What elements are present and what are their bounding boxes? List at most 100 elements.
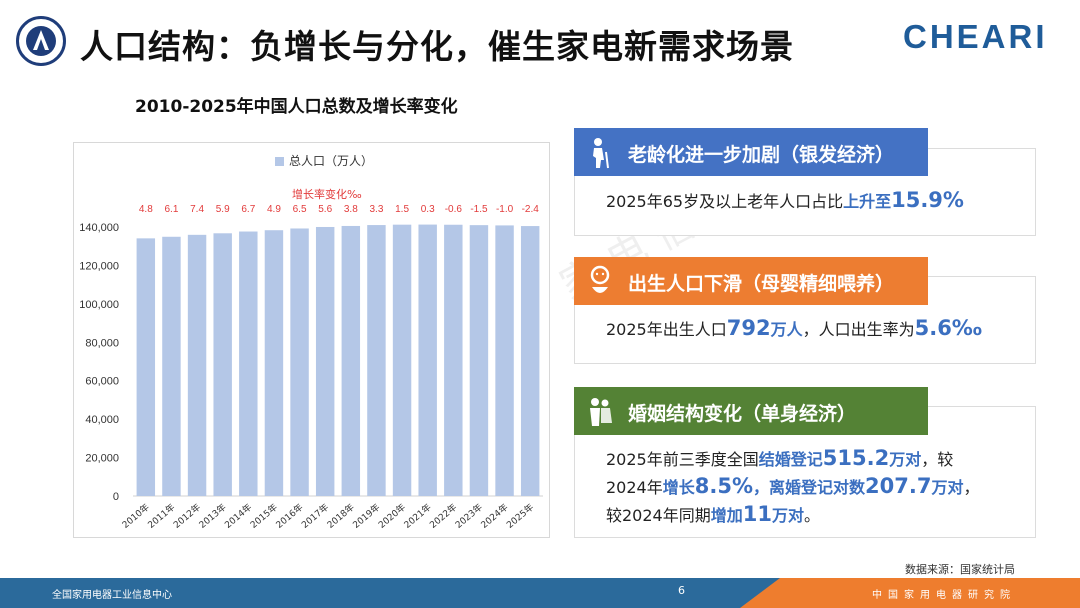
panel-marriage-line2: 2024年增长8.5%，离婚登记对数207.7万对， [606, 472, 979, 502]
bar [495, 225, 514, 496]
y-tick-label: 20,000 [85, 453, 119, 465]
rate-label: 6.1 [164, 204, 178, 215]
x-tick-label: 2014年 [222, 501, 254, 531]
bar [315, 226, 335, 496]
bar [392, 224, 412, 496]
data-source: 数据来源：国家统计局 [905, 563, 1015, 576]
x-tick-label: 2015年 [248, 501, 280, 531]
bar [520, 226, 540, 496]
panel-marriage-line3: 较2024年同期增加11万对。 [606, 500, 820, 530]
footer-institute: 中国家用电器研究院 [872, 590, 1016, 601]
marriage-text-part: 2024年 [606, 478, 663, 497]
marriage-text-part: ，较 [921, 450, 954, 469]
marriage-highlight: 结婚登记 [758, 450, 823, 469]
panel-birth-text: 2025年出生人口792万人，人口出生率为5.6‰ [606, 314, 982, 344]
rate-label: 6.7 [241, 204, 255, 215]
marriage-text-part: ， [963, 478, 980, 497]
marriage-unit: 万对 [889, 450, 922, 469]
rate-label: 4.8 [139, 204, 153, 215]
emblem-icon [16, 16, 66, 66]
y-tick-label: 120,000 [79, 260, 119, 272]
bar [290, 228, 309, 497]
y-tick-label: 60,000 [85, 376, 119, 388]
banner-birth: 出生人口下滑（母婴精细喂养） [574, 257, 928, 305]
x-tick-label: 2010年 [120, 501, 152, 531]
x-tick-label: 2012年 [171, 501, 203, 531]
elderly-person-icon [593, 138, 609, 169]
bar [239, 231, 258, 496]
marriage-growth-value: 8.5% [694, 474, 753, 498]
bar [367, 225, 386, 496]
footer-bar-orange [780, 578, 1080, 608]
rate-label: 4.9 [267, 204, 281, 215]
x-tick-label: 2023年 [453, 501, 485, 531]
rate-title: 增长率变化‰ [292, 188, 362, 201]
birth-value: 792 [726, 316, 771, 340]
chart-legend: 总人口（万人） [275, 152, 373, 169]
banner-aging: 老龄化进一步加剧（银发经济） [574, 128, 928, 176]
banner-marriage: 婚姻结构变化（单身经济） [574, 387, 928, 435]
rate-label: 5.6 [318, 204, 332, 215]
baby-icon [590, 265, 610, 293]
birth-rate-value: 5.6‰ [914, 316, 983, 340]
rate-label: -1.5 [470, 204, 488, 215]
rate-label: 5.9 [216, 204, 230, 215]
birth-text-part: 2025年出生人口 [606, 320, 727, 339]
footer-divider [740, 578, 780, 608]
chart-title: 2010-2025年中国人口总数及增长率变化 [135, 97, 458, 117]
divorce-unit: 万对 [931, 478, 964, 497]
page-number: 6 [678, 584, 685, 597]
aging-highlight: 上升至 [843, 192, 892, 211]
banner-aging-label: 老龄化进一步加剧（银发经济） [628, 144, 895, 166]
banner-birth-label: 出生人口下滑（母婴精细喂养） [628, 273, 895, 295]
x-tick-label: 2018年 [325, 501, 357, 531]
panel-marriage-line1: 2025年前三季度全国结婚登记515.2万对，较 [606, 444, 953, 474]
x-tick-label: 2024年 [478, 501, 510, 531]
aging-value: 15.9% [891, 188, 964, 212]
page-title: 人口结构：负增长与分化，催生家电新需求场景 [80, 27, 794, 66]
y-tick-label: 0 [113, 491, 119, 503]
bar [418, 224, 437, 497]
panel-aging-text: 2025年65岁及以上老年人口占比上升至15.9% [606, 186, 964, 216]
y-tick-label: 80,000 [85, 337, 119, 349]
marriage-text-part: 。 [804, 506, 821, 525]
rate-label: 3.8 [344, 204, 358, 215]
divorce-value: 207.7 [865, 474, 932, 498]
increase-unit: 万对 [771, 506, 804, 525]
marriage-text-part: 较2024年同期 [606, 506, 711, 525]
footer-bar-blue [0, 578, 780, 608]
increase-highlight: 增加 [710, 506, 743, 525]
y-tick-label: 140,000 [79, 222, 119, 234]
population-bar-chart: 0 20,000 40,000 60,000 80,000 100,000 120,000 1… [79, 204, 543, 531]
bar [187, 234, 207, 497]
y-tick-label: 40,000 [85, 414, 119, 426]
divorce-highlight: ，离婚登记对数 [753, 478, 866, 497]
x-tick-label: 2022年 [427, 501, 459, 531]
birth-unit: 万人 [770, 320, 803, 339]
rate-label: 0.3 [421, 204, 435, 215]
bar [264, 230, 284, 496]
legend-label: 总人口（万人） [289, 154, 374, 168]
bar [213, 233, 232, 496]
couple-icon [590, 398, 612, 426]
aging-text-part: 2025年65岁及以上老年人口占比 [606, 192, 844, 211]
bar [136, 238, 156, 496]
banner-marriage-label: 婚姻结构变化（单身经济） [628, 403, 857, 425]
y-tick-label: 100,000 [79, 299, 119, 311]
bar [469, 225, 489, 497]
x-tick-label: 2016年 [273, 501, 305, 531]
x-tick-label: 2013年 [196, 501, 228, 531]
x-tick-label: 2011年 [145, 501, 177, 531]
rate-label: -0.6 [445, 204, 463, 215]
marriage-text-part: 2025年前三季度全国 [606, 450, 759, 469]
x-tick-label: 2017年 [299, 501, 331, 531]
rate-label: 7.4 [190, 204, 204, 215]
marriage-highlight: 增长 [662, 478, 695, 497]
increase-value: 11 [742, 502, 772, 526]
rate-label: 3.3 [369, 204, 383, 215]
x-tick-label: 2021年 [401, 501, 433, 531]
bar [162, 236, 181, 496]
rate-label: 6.5 [293, 204, 307, 215]
x-tick-label: 2019年 [350, 501, 382, 531]
bar [444, 224, 463, 497]
